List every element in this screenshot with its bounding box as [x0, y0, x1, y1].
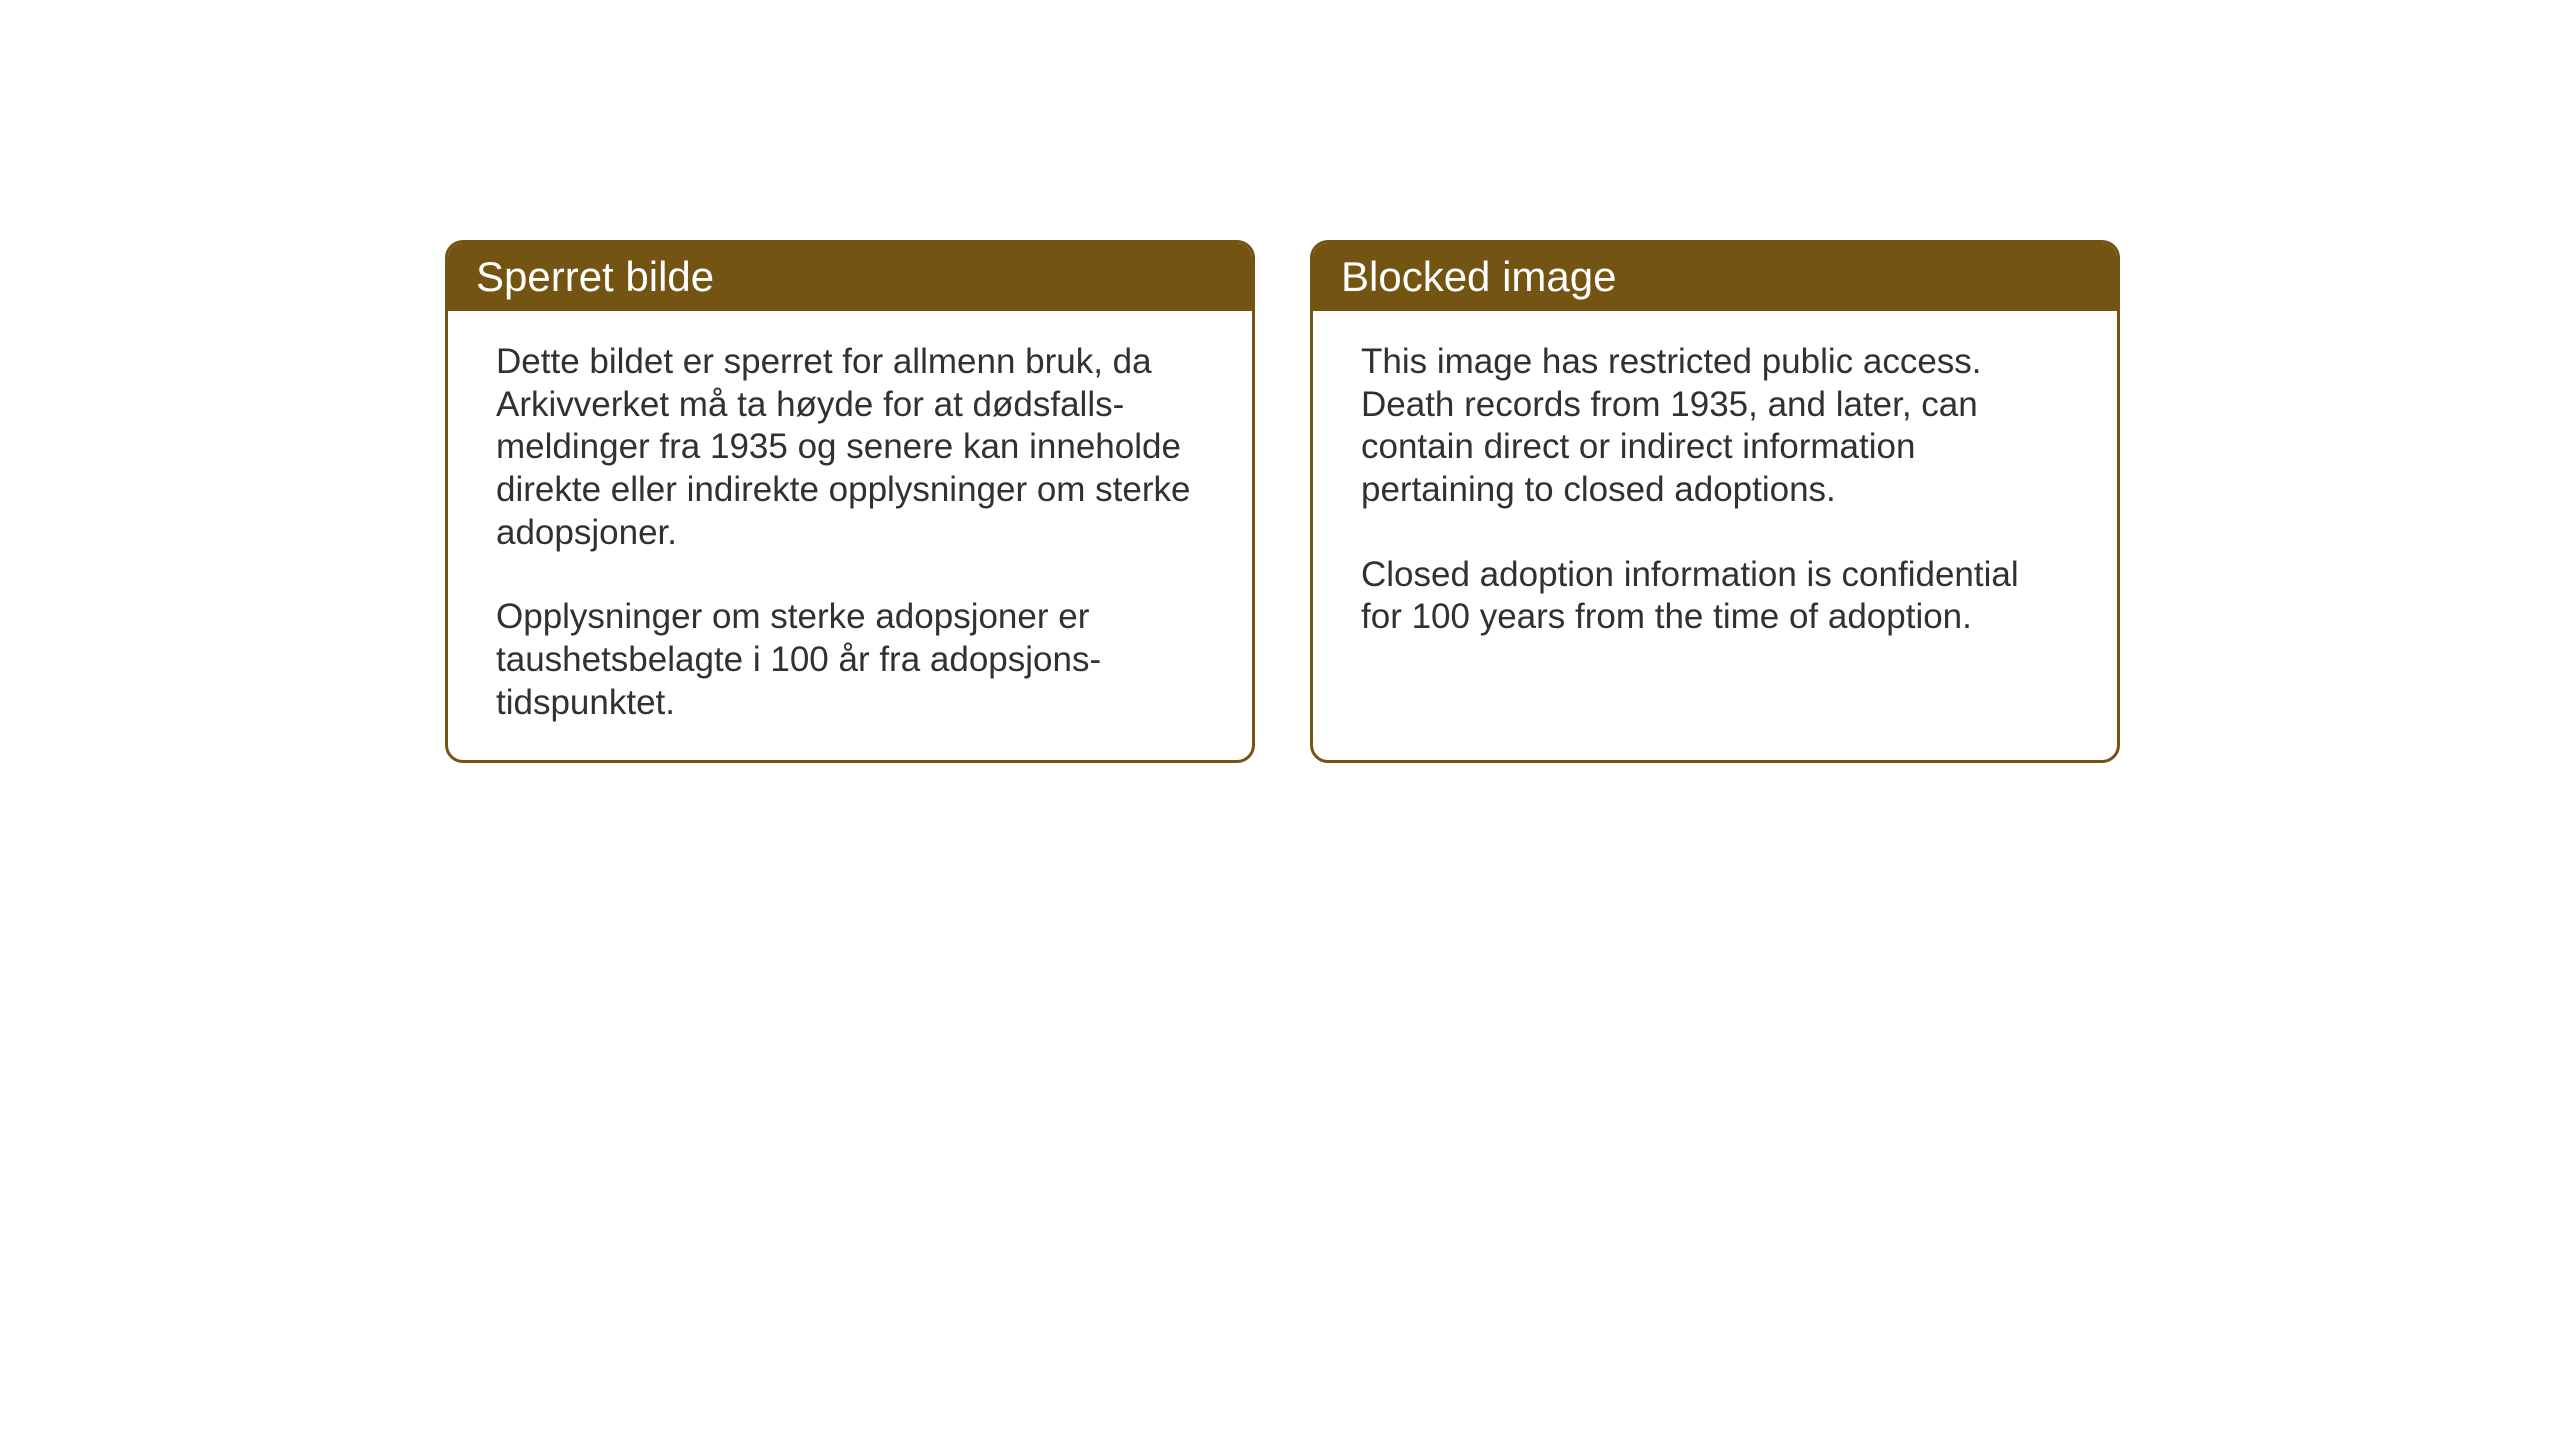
notice-card-norwegian: Sperret bilde Dette bildet er sperret fo…	[445, 240, 1255, 763]
card-paragraph-2-english: Closed adoption information is confident…	[1361, 554, 2069, 639]
card-paragraph-1-english: This image has restricted public access.…	[1361, 341, 2069, 512]
card-header-norwegian: Sperret bilde	[448, 243, 1252, 311]
card-body-norwegian: Dette bildet er sperret for allmenn bruk…	[448, 311, 1252, 760]
card-paragraph-1-norwegian: Dette bildet er sperret for allmenn bruk…	[496, 341, 1204, 554]
card-header-english: Blocked image	[1313, 243, 2117, 311]
card-body-english: This image has restricted public access.…	[1313, 311, 2117, 674]
card-paragraph-2-norwegian: Opplysninger om sterke adopsjoner er tau…	[496, 596, 1204, 724]
notice-card-english: Blocked image This image has restricted …	[1310, 240, 2120, 763]
notice-cards-container: Sperret bilde Dette bildet er sperret fo…	[445, 240, 2120, 763]
